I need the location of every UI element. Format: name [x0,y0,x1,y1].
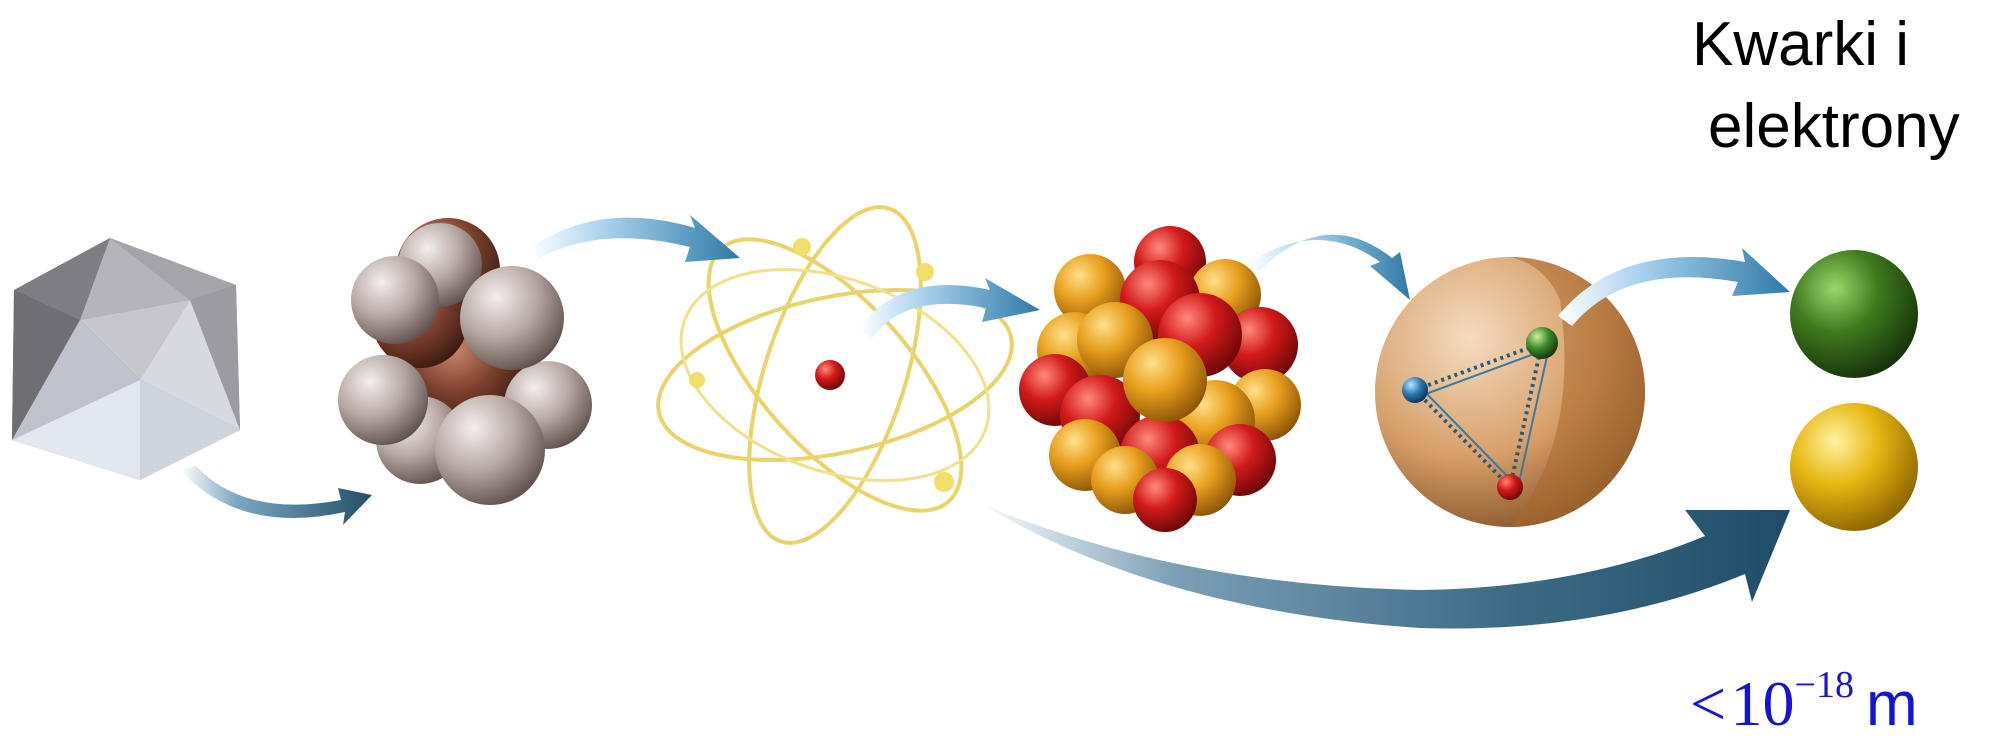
scale-exponent: −18 [1794,664,1854,706]
scale-comparator: < [1690,668,1727,739]
electron-dot [793,238,811,256]
arrow-crystal-to-molecule [180,466,372,525]
electron-sphere [1790,403,1918,531]
nucleus-cluster [1019,226,1301,532]
arrow-molecule-to-atom [530,215,740,262]
arrow-nucleon-to-quarks [1558,248,1790,326]
title-line-1: Kwarki i [1692,10,1910,79]
arrow-nucleus-to-nucleon [1250,234,1410,300]
title-line-2: elektrony [1708,92,1960,161]
molecule-cluster [338,218,592,505]
arrow-atom-to-nucleus [858,278,1040,338]
quark-sphere [1790,250,1918,378]
arrow-atom-to-electron [972,498,1790,629]
electron-dot [934,472,954,492]
crystal-shape [12,238,240,480]
scale-unit: m [1865,670,1918,739]
atom-nucleus [815,360,845,390]
electron-dot [689,372,705,388]
electron-dot [916,263,934,281]
nucleon-model [1375,257,1645,527]
scale-base: 10 [1730,668,1795,739]
scale-label: < 10−18 m [1690,666,1918,739]
